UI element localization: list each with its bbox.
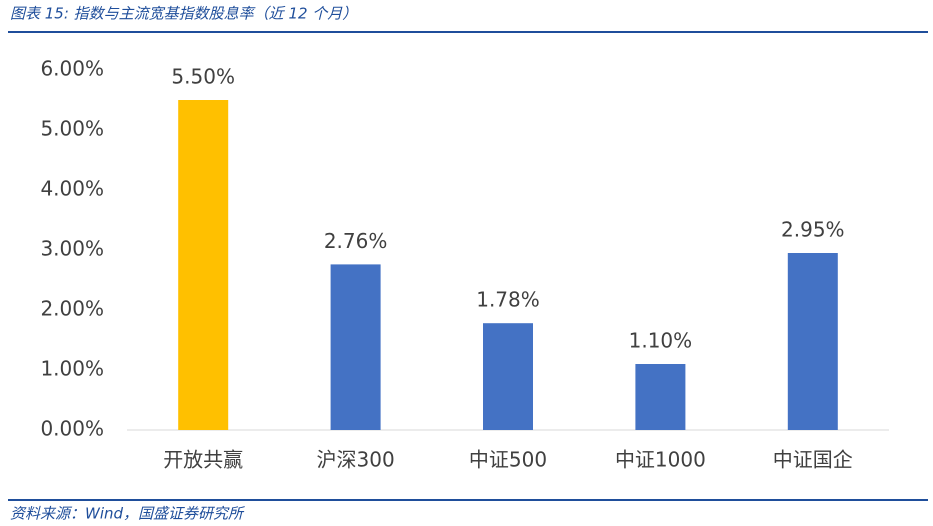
x-tick-label: 中证1000: [615, 448, 706, 472]
bar: [178, 100, 229, 430]
x-tick-label: 中证国企: [773, 448, 853, 472]
y-tick-label: 6.00%: [40, 57, 104, 81]
value-label: 2.95%: [781, 218, 845, 242]
value-label: 1.10%: [629, 329, 693, 353]
bar: [330, 264, 381, 430]
y-tick-label: 5.00%: [40, 117, 104, 141]
y-tick-label: 3.00%: [40, 237, 104, 261]
source-note: 资料来源：Wind，国盛证券研究所: [10, 505, 245, 523]
x-tick-label: 沪深300: [317, 448, 395, 472]
bar: [483, 323, 533, 430]
x-tick-label: 开放共赢: [163, 448, 243, 472]
y-tick-label: 2.00%: [40, 297, 104, 321]
value-label: 2.76%: [324, 229, 388, 253]
y-tick-label: 0.00%: [40, 417, 104, 441]
value-label: 5.50%: [171, 65, 235, 89]
bar: [787, 253, 838, 430]
value-label: 1.78%: [476, 288, 540, 312]
bar: [635, 364, 686, 430]
x-tick-label: 中证500: [469, 448, 547, 472]
y-tick-label: 4.00%: [40, 177, 104, 201]
y-tick-label: 1.00%: [40, 357, 104, 381]
chart-title: 图表 15: 指数与主流宽基指数股息率（近 12 个月）: [10, 5, 357, 23]
